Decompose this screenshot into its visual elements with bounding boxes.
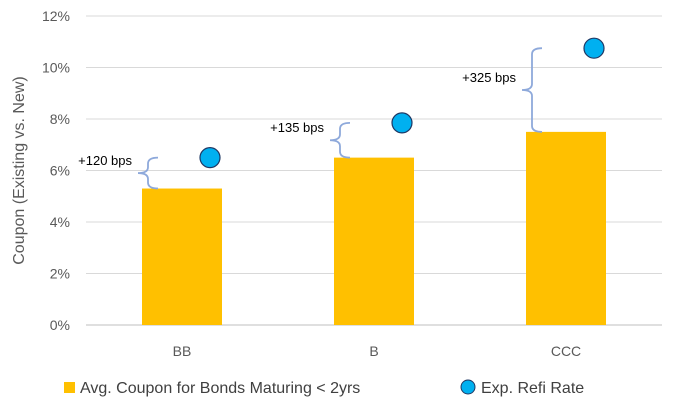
annotation-bb: +120 bps <box>78 153 132 168</box>
legend-marker-label: Exp. Refi Rate <box>481 380 584 397</box>
y-tick-label: 12% <box>42 8 70 24</box>
y-tick-label: 0% <box>50 317 70 333</box>
y-tick-label: 10% <box>42 60 70 76</box>
y-tick-label: 2% <box>50 266 70 282</box>
legend-bar-label: Avg. Coupon for Bonds Maturing < 2yrs <box>80 380 360 397</box>
legend-bar-swatch <box>64 382 75 393</box>
x-tick-label: BB <box>173 343 192 359</box>
refi-marker-b <box>391 112 413 134</box>
y-axis-label: Coupon (Existing vs. New) <box>11 76 28 265</box>
refi-marker-bb <box>199 147 221 169</box>
refi-markers <box>199 37 605 169</box>
brace-b <box>329 121 351 159</box>
annotations: +120 bps +135 bps +325 bps <box>78 70 516 168</box>
brace-bb <box>137 156 159 190</box>
bars <box>142 131 606 325</box>
x-tick-label: CCC <box>551 343 581 359</box>
bar-ccc <box>526 131 606 325</box>
y-axis-ticks: 0% 2% 4% 6% 8% 10% 12% <box>42 8 70 333</box>
x-tick-label: B <box>369 343 378 359</box>
legend-marker-swatch <box>460 379 476 395</box>
bar-bb <box>142 188 222 325</box>
bar-b <box>334 157 414 325</box>
x-axis-ticks: BB B CCC <box>173 343 582 359</box>
y-tick-label: 6% <box>50 163 70 179</box>
annotation-b: +135 bps <box>270 120 324 135</box>
brace-ccc <box>521 47 543 133</box>
legend: Avg. Coupon for Bonds Maturing < 2yrs Ex… <box>64 379 584 397</box>
y-tick-label: 8% <box>50 111 70 127</box>
braces <box>137 47 543 190</box>
annotation-ccc: +325 bps <box>462 70 516 85</box>
refi-marker-ccc <box>583 37 605 59</box>
y-tick-label: 4% <box>50 214 70 230</box>
